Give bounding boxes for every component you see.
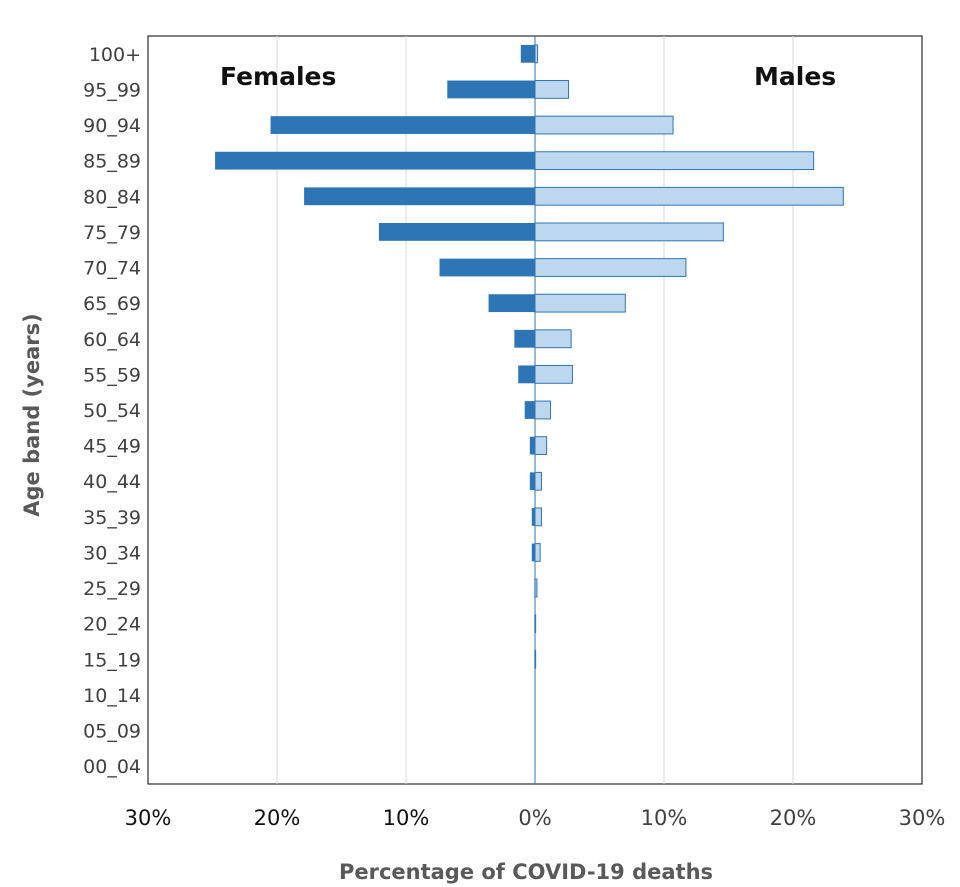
y-tick-label: 85_89	[83, 151, 141, 173]
females-label: Females	[220, 62, 336, 91]
y-tick-label: 95_99	[83, 79, 141, 101]
x-tick-label: 20%	[770, 806, 817, 830]
male-bar	[534, 543, 541, 562]
males-label: Males	[754, 62, 836, 91]
y-tick-label: 40_44	[83, 471, 141, 493]
y-tick-label: 50_54	[83, 400, 141, 422]
female-bar	[270, 116, 535, 134]
female-bar	[520, 44, 535, 63]
y-tick-label: 80_84	[83, 186, 141, 208]
y-tick-label: 15_19	[83, 649, 141, 671]
y-tick-label: 55_59	[83, 364, 141, 386]
female-bar	[529, 436, 535, 455]
male-bar	[534, 364, 573, 384]
male-bar	[534, 115, 674, 135]
y-tick-label: 25_29	[83, 578, 141, 600]
x-tick-label: 30%	[125, 806, 172, 830]
y-tick-labels: 100+ 95_99 90_94 85_89 80_84 75_79 70_74 65_69 6…	[83, 44, 141, 778]
x-tick-label: 0%	[518, 806, 551, 830]
y-tick-label: 35_39	[83, 507, 141, 529]
female-bar	[518, 365, 535, 384]
male-bar	[534, 186, 844, 206]
y-tick-label: 100+	[89, 44, 141, 66]
y-tick-label: 30_34	[83, 542, 141, 564]
male-bar	[534, 507, 542, 527]
x-tick-label: 20%	[254, 806, 301, 830]
y-tick-label: 65_69	[83, 293, 141, 315]
female-bar	[215, 151, 535, 170]
male-bar	[534, 258, 687, 277]
x-tick-label: 30%	[899, 806, 946, 830]
x-axis-title: Percentage of COVID-19 deaths	[339, 860, 713, 884]
male-bar	[534, 329, 572, 349]
female-bar	[304, 187, 535, 206]
female-bar	[529, 472, 535, 491]
x-tick-label: 10%	[383, 806, 430, 830]
female-bar	[378, 223, 535, 241]
y-axis-title: Age band (years)	[20, 313, 44, 517]
male-bar	[534, 222, 724, 242]
female-bar	[439, 258, 535, 277]
female-bar	[524, 401, 535, 419]
bars	[215, 44, 844, 669]
y-tick-label: 10_14	[83, 685, 141, 707]
male-bar	[534, 400, 551, 420]
y-tick-label: 45_49	[83, 436, 141, 458]
female-bar	[514, 329, 535, 348]
y-tick-label: 75_79	[83, 222, 141, 244]
y-tick-label: 60_64	[83, 329, 141, 351]
female-bar	[488, 294, 535, 313]
y-tick-label: 00_04	[83, 756, 141, 778]
y-tick-label: 70_74	[83, 258, 141, 280]
y-tick-label: 05_09	[83, 721, 141, 743]
x-tick-label: 10%	[641, 806, 688, 830]
male-bar	[534, 471, 542, 491]
male-bar	[534, 80, 570, 99]
male-bar	[534, 293, 626, 313]
female-bar	[447, 80, 535, 99]
y-tick-label: 90_94	[83, 115, 141, 137]
x-tick-labels: 30% 20% 10% 0% 10% 20% 30%	[125, 806, 946, 830]
male-bar	[534, 436, 548, 456]
female-bar	[531, 507, 535, 526]
female-bar	[531, 543, 535, 562]
male-bar	[534, 151, 815, 171]
y-tick-label: 20_24	[83, 614, 141, 636]
